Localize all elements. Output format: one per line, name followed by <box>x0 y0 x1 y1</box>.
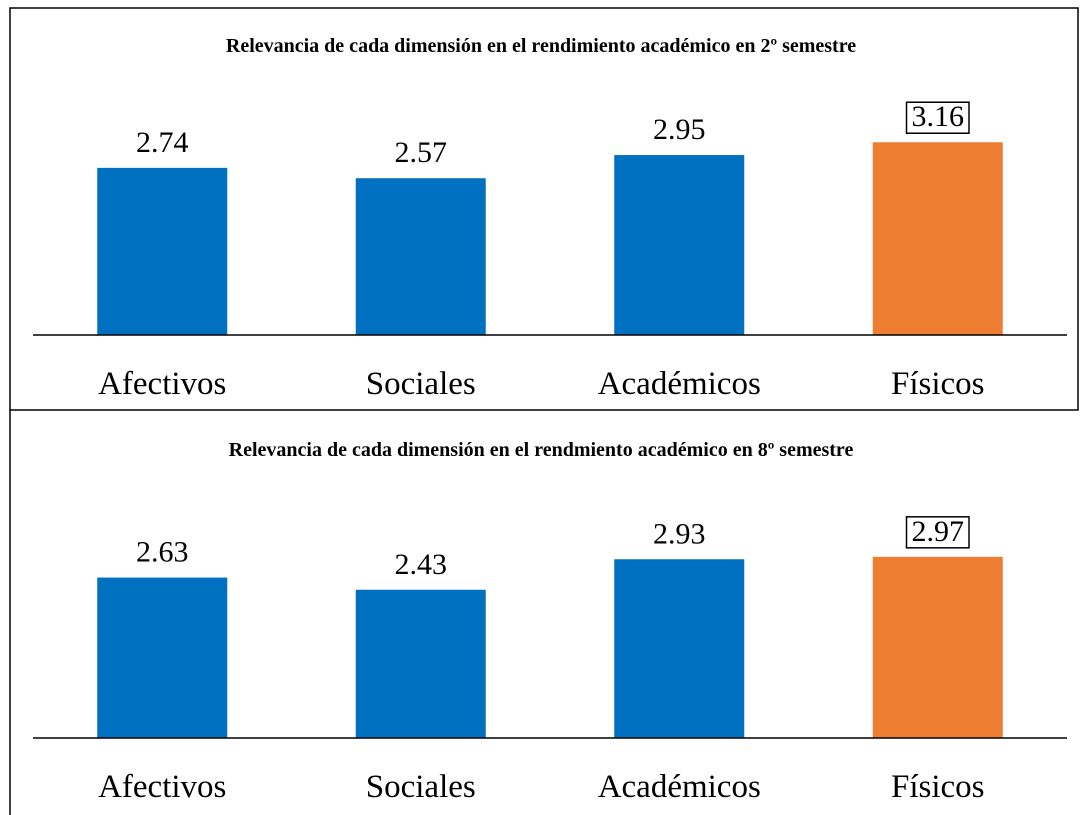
bar <box>97 167 228 335</box>
value-label: 2.63 <box>136 536 189 569</box>
chart-title: Relevancia de cada dimensión en el rendm… <box>228 439 854 461</box>
x-tick-label: Sociales <box>366 769 476 805</box>
x-tick-label: Físicos <box>891 769 985 805</box>
x-tick-label: Afectivos <box>98 366 226 402</box>
bar <box>872 556 1003 738</box>
value-label: 2.74 <box>136 126 189 159</box>
x-tick-label: Sociales <box>366 366 476 402</box>
bar <box>872 142 1003 335</box>
label-box <box>905 101 970 134</box>
value-label: 2.97 <box>912 515 965 548</box>
value-label: 2.43 <box>395 548 448 581</box>
bar <box>355 178 486 335</box>
bar <box>614 155 745 335</box>
x-tick-label: Académicos <box>598 366 761 402</box>
chart-title: Relevancia de cada dimensión en el rendi… <box>225 35 857 57</box>
bar <box>614 559 745 738</box>
bar <box>355 589 486 738</box>
value-label: 3.16 <box>912 100 965 133</box>
value-label: 2.93 <box>653 517 706 550</box>
x-tick-label: Afectivos <box>98 769 226 805</box>
x-tick-label: Académicos <box>598 769 761 805</box>
frame <box>9 7 1079 411</box>
value-label: 2.57 <box>395 136 448 169</box>
value-label: 2.95 <box>653 113 706 146</box>
label-box <box>905 516 970 549</box>
x-tick-label: Físicos <box>891 366 985 402</box>
bar <box>97 577 228 738</box>
